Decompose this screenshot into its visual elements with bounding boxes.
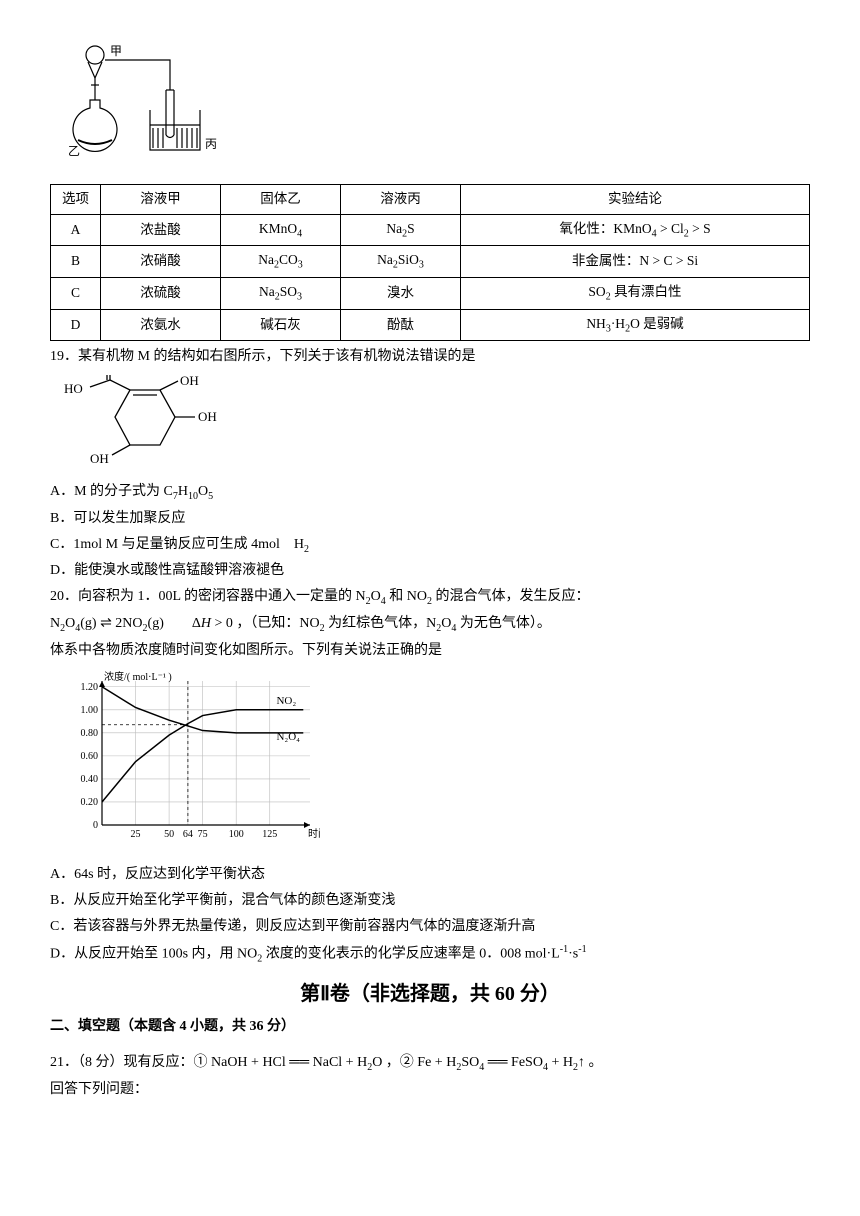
q20-eq: N2O4(g) ⇌ 2NO2(g) ΔH > 0 ，（已知：NO2 为红棕色气体… <box>50 612 810 637</box>
svg-text:0.40: 0.40 <box>81 774 99 785</box>
q20-c: C．若该容器与外界无热量传递，则反应达到平衡前容器内气体的温度逐渐升高 <box>50 915 810 939</box>
q20-d: D．从反应开始至 100s 内，用 NO2 浓度的变化表示的化学反应速率是 0．… <box>50 941 810 967</box>
svg-text:75: 75 <box>198 829 208 840</box>
q20-b: B．从反应开始至化学平衡前，混合气体的颜色逐渐变浅 <box>50 889 810 913</box>
svg-text:64: 64 <box>183 829 193 840</box>
svg-text:125: 125 <box>262 829 277 840</box>
svg-text:1.20: 1.20 <box>81 681 99 692</box>
molecule-diagram: HO O OH OH OH <box>60 375 810 474</box>
svg-text:OH: OH <box>90 451 109 465</box>
q19-stem: 19．某有机物 M 的结构如右图所示，下列关于该有机物说法错误的是 <box>50 345 810 369</box>
svg-text:OH: OH <box>180 375 199 388</box>
q21-sub: 回答下列问题： <box>50 1078 810 1102</box>
section2-title: 第Ⅱ卷（非选择题，共 60 分） <box>50 977 810 1011</box>
label-yi: 乙 <box>68 144 80 158</box>
svg-text:25: 25 <box>131 829 141 840</box>
concentration-chart: 0 0.20 0.40 0.60 0.80 1.00 1.20 25 50 64 75 100 125 N… <box>60 669 810 858</box>
q21-stem: 21．（8 分）现有反应：① NaOH + HCl ══ NaCl + H2O … <box>50 1051 810 1076</box>
svg-text:0.60: 0.60 <box>81 751 99 762</box>
svg-text:时间/s: 时间/s <box>308 827 320 840</box>
svg-text:NO₂: NO₂ <box>276 695 296 707</box>
svg-text:0: 0 <box>93 820 98 831</box>
svg-text:0.20: 0.20 <box>81 797 99 808</box>
svg-text:OH: OH <box>198 409 217 424</box>
apparatus-diagram: 甲 乙 丙 <box>50 40 810 179</box>
q20-stem1: 20．向容积为 1．00L 的密闭容器中通入一定量的 N2O4 和 NO2 的混… <box>50 585 810 610</box>
svg-text:N₂O₄: N₂O₄ <box>276 730 300 742</box>
label-bing: 丙 <box>205 137 217 151</box>
q19-c: C．1mol M 与足量钠反应可生成 4mol H2 <box>50 533 810 558</box>
svg-text:50: 50 <box>164 829 174 840</box>
svg-text:1.00: 1.00 <box>81 704 99 715</box>
q19-a: A．M 的分子式为 C7H10O5 <box>50 480 810 505</box>
svg-text:100: 100 <box>229 829 244 840</box>
section2-sub: 二、填空题（本题含 4 小题，共 36 分） <box>50 1015 810 1039</box>
svg-text:浓度/( mol·L⁻¹ ): 浓度/( mol·L⁻¹ ) <box>104 670 172 683</box>
svg-text:0.80: 0.80 <box>81 727 99 738</box>
q20-stem2: 体系中各物质浓度随时间变化如图所示。下列有关说法正确的是 <box>50 639 810 663</box>
experiment-table: 选项溶液甲固体乙溶液丙实验结论 A浓盐酸KMnO4Na2S氧化性：KMnO4 >… <box>50 184 810 342</box>
label-jia: 甲 <box>110 44 122 58</box>
svg-text:HO: HO <box>64 381 83 396</box>
q19-d: D．能使溴水或酸性高锰酸钾溶液褪色 <box>50 559 810 583</box>
q20-a: A．64s 时，反应达到化学平衡状态 <box>50 863 810 887</box>
q19-b: B．可以发生加聚反应 <box>50 507 810 531</box>
